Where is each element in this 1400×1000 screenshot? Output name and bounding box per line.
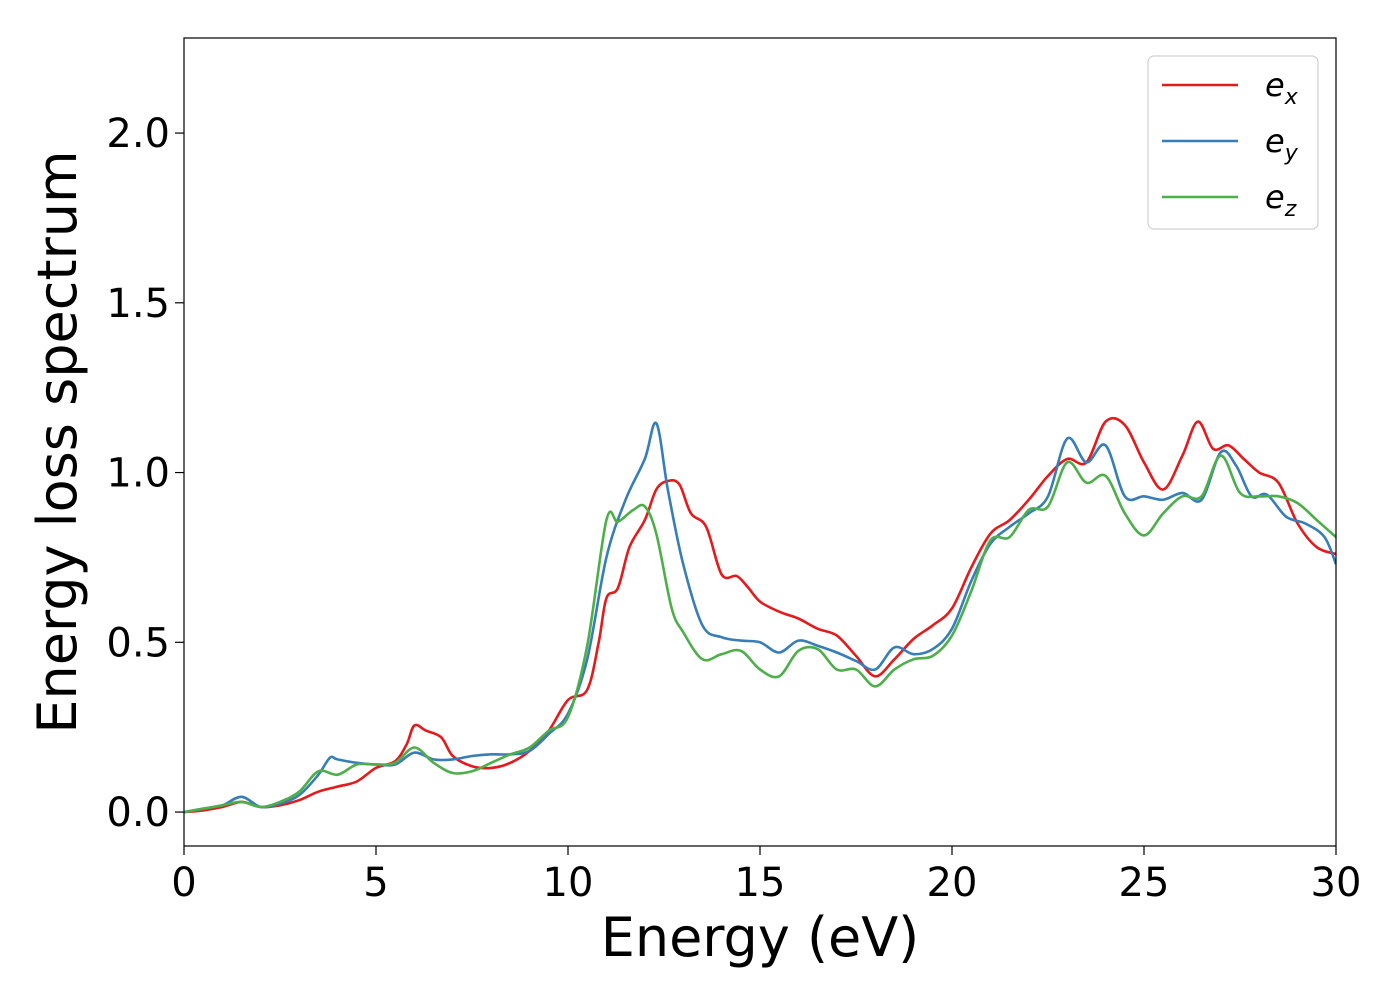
legend-label-e-x: ex bbox=[1265, 66, 1299, 110]
x-tick-label: 5 bbox=[363, 860, 388, 906]
x-tick-label: 25 bbox=[1119, 860, 1170, 906]
y-tick-label: 1.5 bbox=[106, 281, 170, 327]
y-tick-label: 0.0 bbox=[106, 790, 170, 836]
y-axis-ticks: 0.0 0.5 1.0 1.5 2.0 bbox=[106, 111, 184, 836]
x-tick-label: 30 bbox=[1311, 860, 1362, 906]
y-axis-title: Energy loss spectrum bbox=[26, 150, 89, 733]
legend-label-e-z: ez bbox=[1265, 178, 1297, 222]
legend-label-e-y: ey bbox=[1265, 122, 1299, 166]
x-tick-label: 20 bbox=[927, 860, 978, 906]
series-line-e-z bbox=[184, 454, 1336, 814]
series-line-e-y bbox=[184, 421, 1336, 814]
x-axis-ticks: 0 5 10 15 20 25 30 bbox=[171, 846, 1361, 906]
legend-box bbox=[1147, 55, 1319, 230]
x-tick-label: 10 bbox=[543, 860, 594, 906]
x-tick-label: 15 bbox=[735, 860, 786, 906]
y-tick-label: 1.0 bbox=[106, 451, 170, 497]
x-axis-title: Energy (eV) bbox=[601, 906, 920, 969]
y-tick-label: 0.5 bbox=[106, 620, 170, 666]
series-line-e-x bbox=[184, 416, 1336, 814]
legend: ex ey ez bbox=[1147, 55, 1319, 230]
x-tick-label: 0 bbox=[171, 860, 196, 906]
y-tick-label: 2.0 bbox=[106, 111, 170, 157]
series-layer bbox=[184, 416, 1336, 814]
